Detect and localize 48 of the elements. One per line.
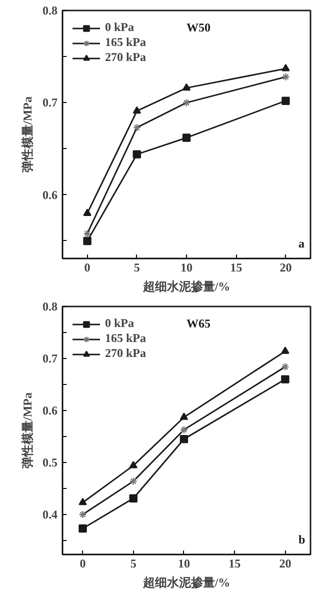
x-tick-label: 10	[178, 556, 190, 570]
y-tick-label: 0.6	[42, 403, 58, 418]
point	[180, 434, 188, 444]
legend-label: 270 kPa	[105, 50, 146, 65]
x-tick-label: 0	[80, 556, 86, 570]
point	[281, 375, 290, 384]
point	[281, 346, 290, 354]
y-tick-label: 0.8	[42, 4, 58, 18]
point	[83, 208, 92, 216]
y-tick-label: 0.5	[42, 455, 58, 470]
annotation: b	[298, 532, 306, 546]
x-tick-label: 5	[134, 260, 140, 274]
point	[132, 106, 141, 114]
text: W50	[186, 20, 210, 34]
point	[182, 134, 191, 142]
y-tick-label: 0.6	[42, 188, 58, 202]
legend-label: 165 kPa	[105, 35, 146, 50]
point	[182, 83, 191, 91]
y-tick-label: 0.4	[42, 507, 58, 522]
x-axis-title: 超细水泥掺量/%	[142, 576, 230, 590]
y-axis-title: 弹性模量/MPa	[20, 96, 34, 172]
text: W65	[186, 316, 210, 330]
y-tick-label: 0.7	[42, 351, 58, 366]
x-axis-title: 超细水泥掺量/%	[142, 280, 230, 294]
x-tick-label: 0	[84, 260, 90, 274]
y-axis-title: 弹性模量/MPa	[20, 392, 34, 468]
x-tick-label: 10	[180, 260, 192, 274]
point	[78, 498, 87, 506]
x-tick-label: 20	[279, 556, 292, 570]
annotation: a	[298, 236, 304, 250]
point	[282, 96, 290, 105]
legend-label: 270 kPa	[105, 346, 146, 361]
y-tick-label: 0.7	[42, 96, 58, 110]
x-tick-label: 15	[230, 260, 242, 274]
point	[132, 150, 141, 158]
point	[180, 412, 188, 420]
x-tick-label: 5	[130, 556, 136, 570]
x-tick-label: 15	[228, 556, 241, 570]
legend-label: 0 kPa	[105, 20, 134, 35]
y-tick-label: 0.8	[42, 300, 58, 314]
legend-label: 0 kPa	[105, 316, 134, 331]
point	[129, 494, 138, 502]
point	[129, 460, 138, 468]
point	[78, 524, 87, 533]
x-tick-label: 20	[280, 260, 292, 274]
point	[83, 236, 92, 246]
legend-label: 165 kPa	[105, 331, 146, 346]
point	[282, 64, 290, 72]
